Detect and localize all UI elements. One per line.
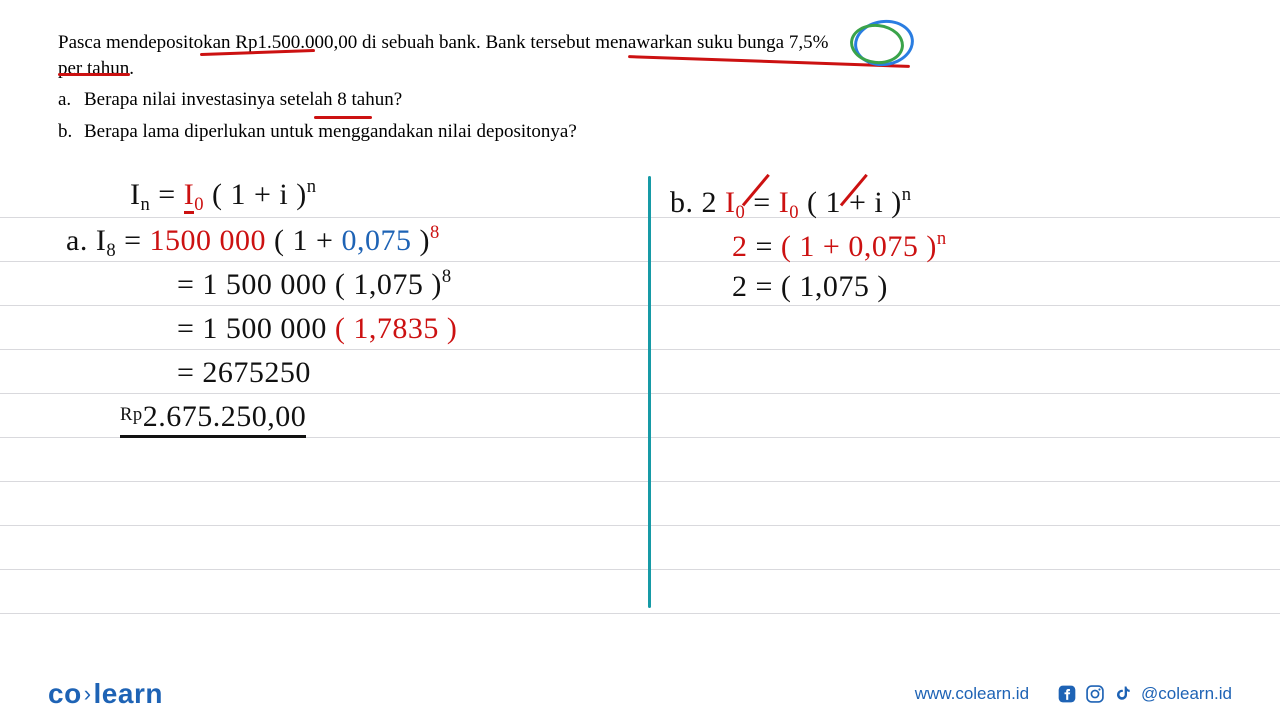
facebook-icon[interactable] [1057,684,1077,704]
a-po: ( 1 + [266,224,341,257]
b-sup: n [902,184,912,205]
problem-rate: 7,5% [789,32,829,53]
sym-I0-0: 0 [194,194,204,215]
b-I: I [725,186,736,219]
sym-I0-I: I [184,178,195,214]
a-l3-mult: ( 1,7835 ) [335,312,457,345]
problem-prefix: Pasca mendepositokan [58,32,235,53]
a-ans-val: 2.675.250,00 [143,400,307,433]
footer: co›learn www.colearn.id @colearn.id [0,668,1280,720]
a-l3-pre: = 1 500 000 [177,312,335,345]
a-pc: ) [411,224,430,257]
a-rate: 0,075 [341,224,411,257]
row-b-2: 2 = ( 1 + 0,075 )n [732,228,947,264]
a-eq: = [116,224,149,257]
a-cur: Rp [120,404,143,425]
logo-learn: learn [94,678,163,709]
tiktok-icon[interactable] [1113,684,1133,704]
problem-item-b: b.Berapa lama diperlukan untuk mengganda… [58,119,1000,145]
footer-handle[interactable]: @colearn.id [1141,684,1232,704]
rate-circle [858,24,914,66]
b-l2-rhs: ( 1 + 0,075 ) [781,230,937,263]
vertical-separator [648,176,651,608]
footer-socials: @colearn.id [1057,684,1232,704]
b-2: 2 [694,186,726,219]
b-l3: 2 = ( 1,075 ) [732,270,888,303]
underline-per-tahun-icon [58,73,130,76]
sym-paren: ( 1 + i ) [204,178,307,211]
a-principal: 1500 000 [150,224,267,257]
question-a: Berapa nilai investasinya setelah 8 tahu… [84,89,402,110]
logo-dot-icon: › [82,681,94,706]
footer-url[interactable]: www.colearn.id [915,684,1029,704]
label-a: a. [58,87,84,113]
a-l2-exp: 8 [442,266,452,287]
b-l2-lhs: 2 [732,230,748,263]
row-a-l2: = 1 500 000 ( 1,075 )8 [177,266,452,302]
b-lab: b. [670,186,694,219]
a-exp: 8 [430,222,440,243]
row-a-sub: a. I8 = 1500 000 ( 1 + 0,075 )8 [66,222,440,262]
problem-mid: di sebuah bank. Bank tersebut menawarkan… [357,32,789,53]
lab-a: a. [66,224,88,257]
a-8: 8 [106,240,116,261]
question-b: Berapa lama diperlukan untuk menggandaka… [84,121,577,142]
b-l2-eq: = [748,230,781,263]
a-l2: = 1 500 000 ( 1,075 ) [177,268,442,301]
footer-right: www.colearn.id @colearn.id [915,684,1232,704]
sym-eq: = [150,178,183,211]
row-b-3: 2 = ( 1,075 ) [732,270,888,304]
label-b: b. [58,119,84,145]
formula-general: In = I0 ( 1 + i )n [130,176,317,216]
row-a-answer: Rp2.675.250,00 [120,400,306,434]
brand-logo: co›learn [48,678,163,710]
row-a-l4: = 2675250 [177,356,311,390]
problem-item-a: a.Berapa nilai investasinya setelah 8 ta… [58,87,1000,113]
a-l4: = 2675250 [177,356,311,389]
row-a-l3: = 1 500 000 ( 1,7835 ) [177,312,457,346]
sym-n: n [141,194,151,215]
underline-8-tahun-icon [314,116,372,119]
sym-sup-n: n [307,176,317,197]
instagram-icon[interactable] [1085,684,1105,704]
sym-I: I [130,178,141,211]
logo-co: co [48,678,82,709]
b-l2-sup: n [937,228,947,249]
a-I: I [88,224,107,257]
